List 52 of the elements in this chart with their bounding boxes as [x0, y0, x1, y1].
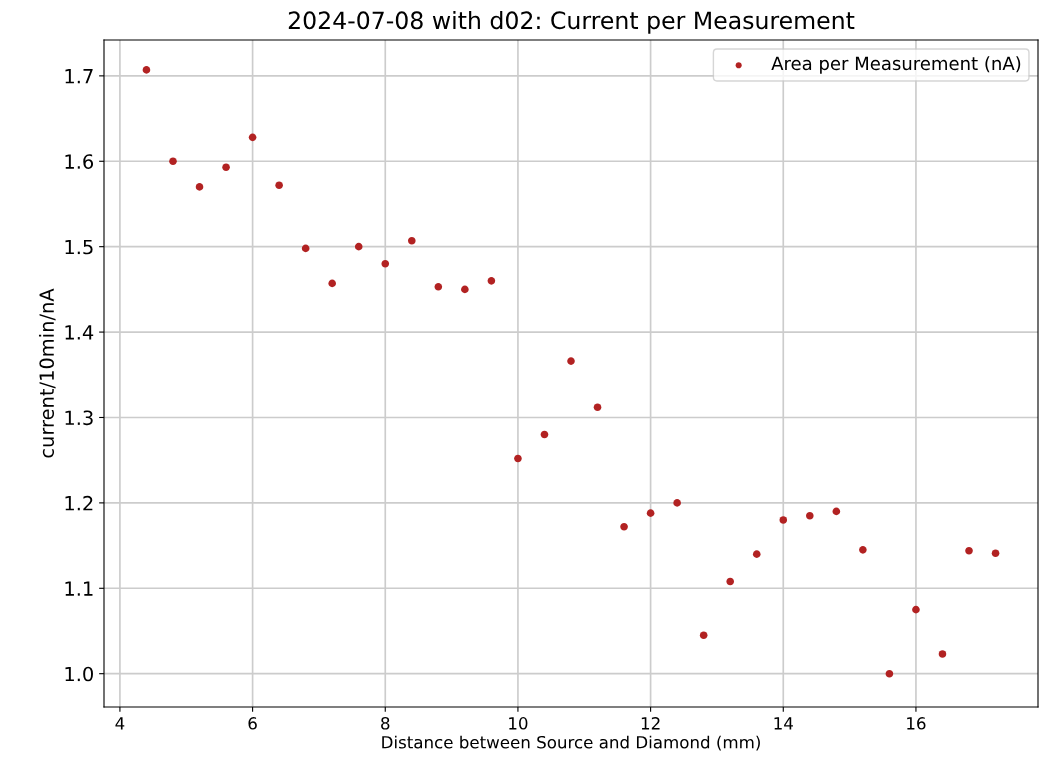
point: [699, 631, 708, 640]
point: [885, 669, 894, 678]
point: [540, 430, 549, 439]
y-tick-label: 1.6: [65, 154, 94, 169]
point: [301, 244, 310, 253]
x-tick-label: 4: [115, 717, 125, 730]
point: [938, 650, 947, 658]
point: [620, 522, 628, 531]
y-tick-label: 1.5: [65, 239, 93, 255]
x-tick-label: 16: [907, 717, 926, 730]
point: [859, 546, 867, 554]
point: [195, 183, 204, 191]
point: [673, 499, 681, 507]
point: [169, 157, 177, 166]
y-tick-label: 1.3: [65, 410, 93, 426]
point: [487, 277, 496, 285]
point: [991, 549, 1000, 558]
point: [434, 283, 443, 291]
x-tick-label: 6: [248, 717, 257, 730]
legend-label: Area per Measurement (nA): [771, 56, 1021, 74]
point: [779, 516, 788, 524]
x-axis-title: Distance between Source and Diamond (mm): [382, 735, 760, 751]
x-tick-label: 10: [509, 717, 528, 730]
y-axis-title: current/10min/nA: [38, 288, 56, 458]
y-tick-label: 1.7: [65, 69, 93, 84]
point: [912, 605, 920, 614]
point: [726, 577, 735, 586]
y-tick-label: 1.4: [65, 325, 94, 340]
point: [275, 181, 283, 189]
x-tick-label: 14: [774, 717, 793, 730]
x-tick-label: 8: [381, 717, 390, 730]
point: [381, 259, 390, 268]
chart-title: 2024-07-08 with d02: Current per Measurement: [288, 10, 855, 34]
point: [328, 279, 336, 288]
y-tick-label: 1.2: [65, 495, 93, 511]
point: [965, 546, 973, 555]
point: [222, 163, 230, 172]
point: [646, 509, 655, 517]
point: [248, 133, 257, 142]
point: [461, 285, 469, 294]
point: [514, 454, 522, 463]
point: [806, 511, 814, 520]
point: [142, 66, 151, 74]
point: [593, 403, 602, 412]
point: [407, 236, 416, 245]
point: [567, 357, 575, 365]
x-tick-label: 12: [641, 717, 660, 730]
point: [354, 242, 363, 251]
point: [752, 550, 761, 558]
point: [832, 507, 841, 516]
y-tick-label: 1.0: [65, 666, 93, 682]
y-tick-label: 1.1: [65, 581, 93, 596]
